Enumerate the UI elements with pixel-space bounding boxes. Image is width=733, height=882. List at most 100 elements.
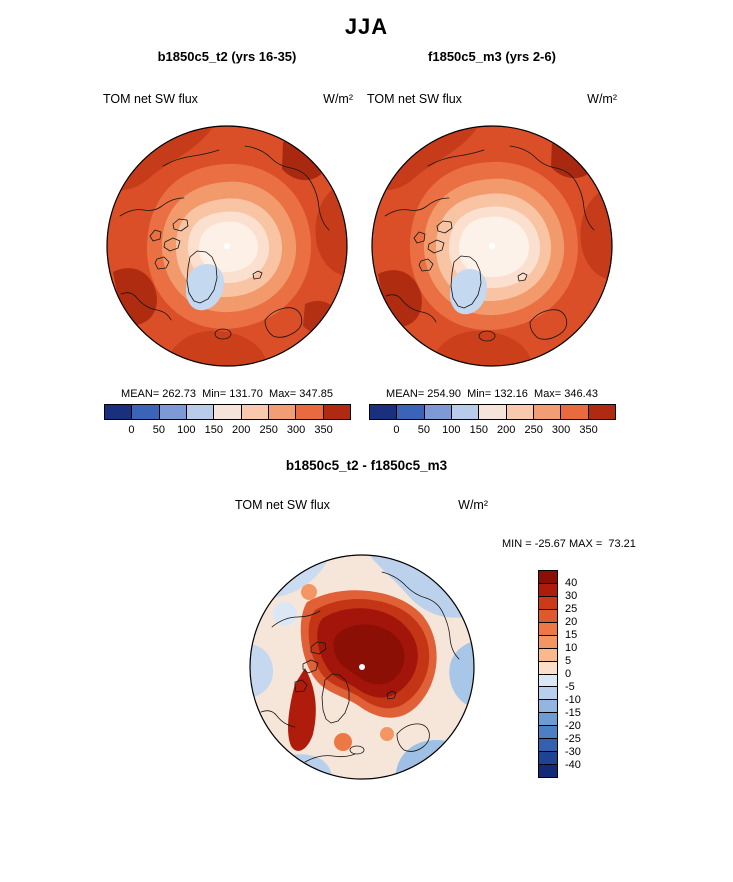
colorbar-tick-label: 15 <box>565 629 578 641</box>
colorbar-segment <box>323 405 350 419</box>
colorbar-tick-label: 300 <box>286 424 306 436</box>
colorbar-tick-label: 200 <box>497 424 516 436</box>
colorbar-tick-labels: 0 50 100 150 200 250 300 350 <box>369 424 616 438</box>
pole-dot <box>359 664 365 670</box>
colorbar-segment <box>561 405 589 419</box>
colorbar-segment <box>539 700 557 714</box>
polar-map-b1850c5-t2 <box>106 125 348 367</box>
colorbar-segment <box>539 687 557 701</box>
colorbar-tick-label: 20 <box>565 616 578 628</box>
colorbar-tick-label: -30 <box>565 746 581 758</box>
pole-dot <box>224 243 230 249</box>
colorbar-tick-labels: 0 50 100 150 200 250 300 350 <box>104 424 351 438</box>
colorbar-tick-label: -40 <box>565 759 581 771</box>
units-label-left: W/m² <box>323 92 353 106</box>
map-outline <box>371 125 613 367</box>
stats-line-left: MEAN= 262.73 Min= 131.70 Max= 347.85 <box>121 388 333 400</box>
colorbar-strip <box>538 570 558 778</box>
units-label-right: W/m² <box>587 92 617 106</box>
coastlines <box>119 145 330 340</box>
colorbar-segment <box>268 405 297 419</box>
greenland-ice-blob <box>185 263 224 311</box>
polar-map-f1850c5-m3 <box>371 125 613 367</box>
colorbar-segment <box>296 405 324 419</box>
colorbar-tick-label: 350 <box>314 424 333 436</box>
colorbar-segment <box>397 405 425 419</box>
colorbar-segment <box>533 405 562 419</box>
colorbar-tick-label: 5 <box>565 655 572 667</box>
colorbar-tick-labels: 40 30 25 20 15 10 5 0 -5 -10 -15 -20 -25 -30 -40 <box>565 570 599 778</box>
colorbar-tick-label: -10 <box>565 694 581 706</box>
colorbar-segment <box>186 405 215 419</box>
colorbar-tick-label: 40 <box>565 577 578 589</box>
colorbar-difference: 40 30 25 20 15 10 5 0 -5 -10 -15 -20 -25 -30 -40 <box>538 570 581 778</box>
colorbar-tick-label: 50 <box>417 424 430 436</box>
diff-field-label: TOM net SW flux <box>235 498 330 512</box>
colorbar-segment <box>506 405 534 419</box>
colorbar-segment <box>370 405 398 419</box>
colorbar-tick-label: 250 <box>259 424 278 436</box>
colorbar-tick-label: 100 <box>177 424 196 436</box>
colorbar-tick-label: 0 <box>565 668 572 680</box>
diff-minmax-label: MIN = -25.67 MAX = 73.21 <box>502 538 636 550</box>
stats-line-right: MEAN= 254.90 Min= 132.16 Max= 346.43 <box>386 388 598 400</box>
map-outline <box>106 125 348 367</box>
coastlines <box>260 571 460 763</box>
colorbar-tick-label: -25 <box>565 733 581 745</box>
colorbar-segment <box>539 596 557 610</box>
colorbar-segment <box>479 405 507 419</box>
colorbar-segment <box>539 661 557 675</box>
field-label-right: TOM net SW flux <box>367 92 462 106</box>
colorbar-segment <box>539 713 557 727</box>
colorbar-tick-label: 100 <box>442 424 461 436</box>
colorbar-segment <box>159 405 187 419</box>
colorbar-segment <box>424 405 452 419</box>
colorbar-tick-label: -15 <box>565 707 581 719</box>
colorbar-tick-label: 0 <box>393 424 400 436</box>
colorbar-segment <box>539 635 557 649</box>
field-row-right: TOM net SW flux W/m² <box>367 92 617 106</box>
colorbar-segment <box>539 674 557 688</box>
diff-field-row: TOM net SW flux W/m² <box>235 498 488 512</box>
colorbar-segment <box>132 405 160 419</box>
colorbar-flux-left: 0 50 100 150 200 250 300 350 <box>104 404 351 438</box>
colorbar-segment <box>539 622 557 636</box>
colorbar-tick-label: 30 <box>565 590 578 602</box>
colorbar-segment <box>539 752 557 766</box>
colorbar-segment <box>539 583 557 597</box>
panel-header-b1850c5-t2: b1850c5_t2 (yrs 16-35) <box>157 49 297 64</box>
colorbar-tick-label: 300 <box>551 424 571 436</box>
colorbar-tick-label: 50 <box>152 424 165 436</box>
colorbar-segment <box>539 648 557 662</box>
coastlines <box>384 145 595 342</box>
figure-title: JJA <box>344 14 389 39</box>
panel-header-f1850c5-m3: f1850c5_m3 (yrs 2-6) <box>428 49 556 64</box>
map-outline <box>249 554 475 780</box>
colorbar-segment <box>214 405 242 419</box>
colorbar-segment <box>105 405 133 419</box>
colorbar-strip <box>104 404 351 420</box>
colorbar-tick-label: 0 <box>128 424 135 436</box>
colorbar-flux-right: 0 50 100 150 200 250 300 350 <box>369 404 616 438</box>
greenland-ice-blob <box>449 268 487 315</box>
diff-units-label: W/m² <box>458 498 488 512</box>
colorbar-tick-label: 250 <box>524 424 543 436</box>
colorbar-strip <box>369 404 616 420</box>
field-label-left: TOM net SW flux <box>103 92 198 106</box>
colorbar-tick-label: -20 <box>565 720 581 732</box>
colorbar-segment <box>539 609 557 623</box>
diff-panel-header: b1850c5_t2 - f1850c5_m3 <box>285 458 448 473</box>
field-row-left: TOM net SW flux W/m² <box>103 92 353 106</box>
colorbar-segment <box>241 405 269 419</box>
colorbar-segment <box>588 405 615 419</box>
colorbar-tick-label: 25 <box>565 603 578 615</box>
polar-map-difference <box>249 554 475 780</box>
colorbar-segment <box>539 739 557 753</box>
colorbar-segment <box>451 405 480 419</box>
colorbar-tick-label: 350 <box>579 424 598 436</box>
colorbar-tick-label: 150 <box>469 424 488 436</box>
colorbar-tick-label: -5 <box>565 681 575 693</box>
pole-dot <box>489 243 495 249</box>
colorbar-tick-label: 10 <box>565 642 578 654</box>
